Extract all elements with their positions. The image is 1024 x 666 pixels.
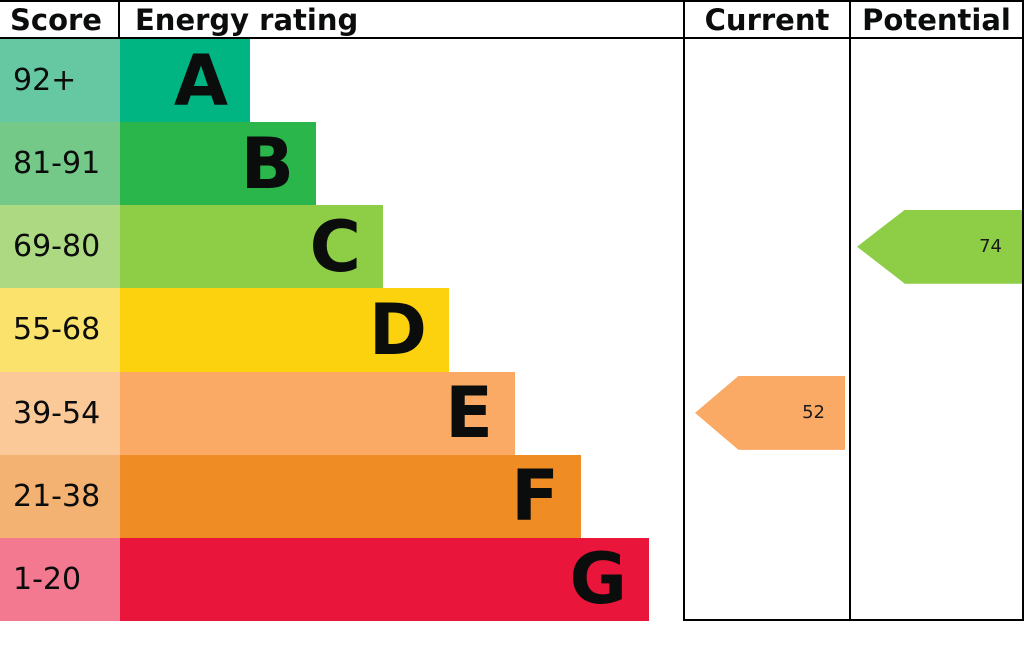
band-score: 1-20	[0, 537, 120, 621]
band-rows: 92+ A 81-91 B 69-80 C 55-68 D 39-54 E 21…	[0, 39, 683, 621]
band-row-f: 21-38 F	[0, 454, 683, 538]
band-letter: E	[445, 372, 493, 455]
band-bar: A	[120, 39, 250, 123]
band-score: 69-80	[0, 205, 120, 289]
band-row-e: 39-54 E	[0, 371, 683, 455]
band-row-b: 81-91 B	[0, 122, 683, 206]
column-divider-right	[1022, 0, 1024, 621]
band-bar: B	[120, 122, 316, 206]
column-divider-potential	[849, 0, 851, 621]
band-score: 55-68	[0, 288, 120, 372]
current-arrow: 52	[695, 375, 845, 450]
band-letter: A	[173, 39, 228, 122]
band-letter: D	[368, 288, 427, 371]
band-bar: G	[120, 537, 649, 621]
band-letter: B	[240, 122, 294, 205]
header-score: Score	[10, 2, 102, 37]
header-energy-rating: Energy rating	[135, 2, 359, 37]
band-bar: F	[120, 454, 581, 538]
band-score: 81-91	[0, 122, 120, 206]
header-bottom-border	[0, 37, 1024, 39]
band-bar: E	[120, 371, 515, 455]
columns-bottom-border	[683, 619, 1024, 621]
potential-value: 74	[979, 236, 1002, 258]
band-row-g: 1-20 G	[0, 537, 683, 621]
band-row-a: 92+ A	[0, 39, 683, 123]
band-bar: C	[120, 205, 383, 289]
band-row-d: 55-68 D	[0, 288, 683, 372]
band-letter: G	[569, 538, 627, 621]
current-value: 52	[802, 402, 825, 424]
header-current: Current	[704, 2, 830, 37]
header-top-border	[0, 0, 1024, 2]
band-score: 39-54	[0, 371, 120, 455]
band-letter: F	[511, 455, 559, 538]
band-score: 92+	[0, 39, 120, 123]
column-divider-score	[118, 0, 120, 39]
column-divider-current	[683, 0, 685, 621]
band-bar: D	[120, 288, 449, 372]
band-score: 21-38	[0, 454, 120, 538]
potential-arrow: 74	[857, 209, 1022, 284]
header-potential: Potential	[862, 2, 1011, 37]
band-row-c: 69-80 C	[0, 205, 683, 289]
band-letter: C	[309, 205, 361, 288]
